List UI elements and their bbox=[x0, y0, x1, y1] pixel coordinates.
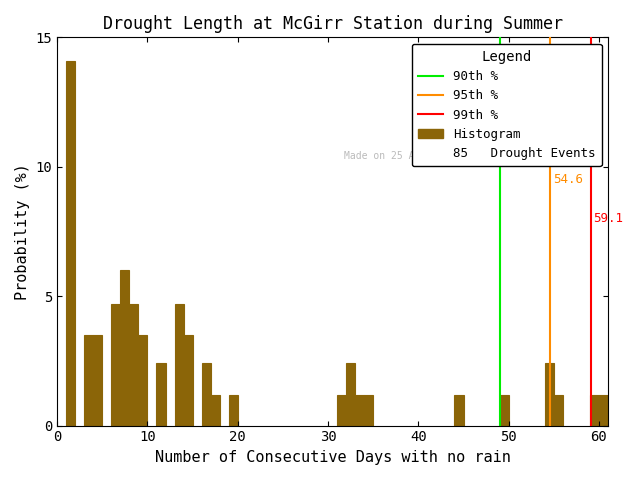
Bar bbox=[84, 335, 93, 426]
Bar bbox=[599, 395, 608, 426]
Bar bbox=[120, 270, 129, 426]
Text: 59.1: 59.1 bbox=[593, 212, 623, 225]
Title: Drought Length at McGirr Station during Summer: Drought Length at McGirr Station during … bbox=[102, 15, 563, 33]
Bar bbox=[545, 363, 554, 426]
Text: 54.6: 54.6 bbox=[553, 173, 583, 186]
Bar bbox=[111, 304, 120, 426]
Bar bbox=[454, 395, 463, 426]
Bar bbox=[138, 335, 147, 426]
Text: 49.0: 49.0 bbox=[502, 134, 532, 147]
Bar bbox=[184, 335, 193, 426]
Y-axis label: Probability (%): Probability (%) bbox=[15, 163, 30, 300]
Bar bbox=[157, 363, 166, 426]
Legend: 90th %, 95th %, 99th %, Histogram, 85   Drought Events: 90th %, 95th %, 99th %, Histogram, 85 Dr… bbox=[412, 44, 602, 167]
Bar bbox=[93, 335, 102, 426]
Bar bbox=[211, 395, 220, 426]
Bar bbox=[590, 395, 599, 426]
Bar bbox=[500, 395, 509, 426]
Bar bbox=[129, 304, 138, 426]
Bar bbox=[228, 395, 238, 426]
Bar bbox=[66, 60, 76, 426]
Bar bbox=[202, 363, 211, 426]
Bar bbox=[355, 395, 364, 426]
Bar bbox=[337, 395, 346, 426]
Text: Made on 25 Apr 2025: Made on 25 Apr 2025 bbox=[344, 151, 455, 161]
Bar bbox=[554, 395, 563, 426]
Bar bbox=[364, 395, 373, 426]
Bar bbox=[175, 304, 184, 426]
X-axis label: Number of Consecutive Days with no rain: Number of Consecutive Days with no rain bbox=[155, 450, 511, 465]
Bar bbox=[346, 363, 355, 426]
